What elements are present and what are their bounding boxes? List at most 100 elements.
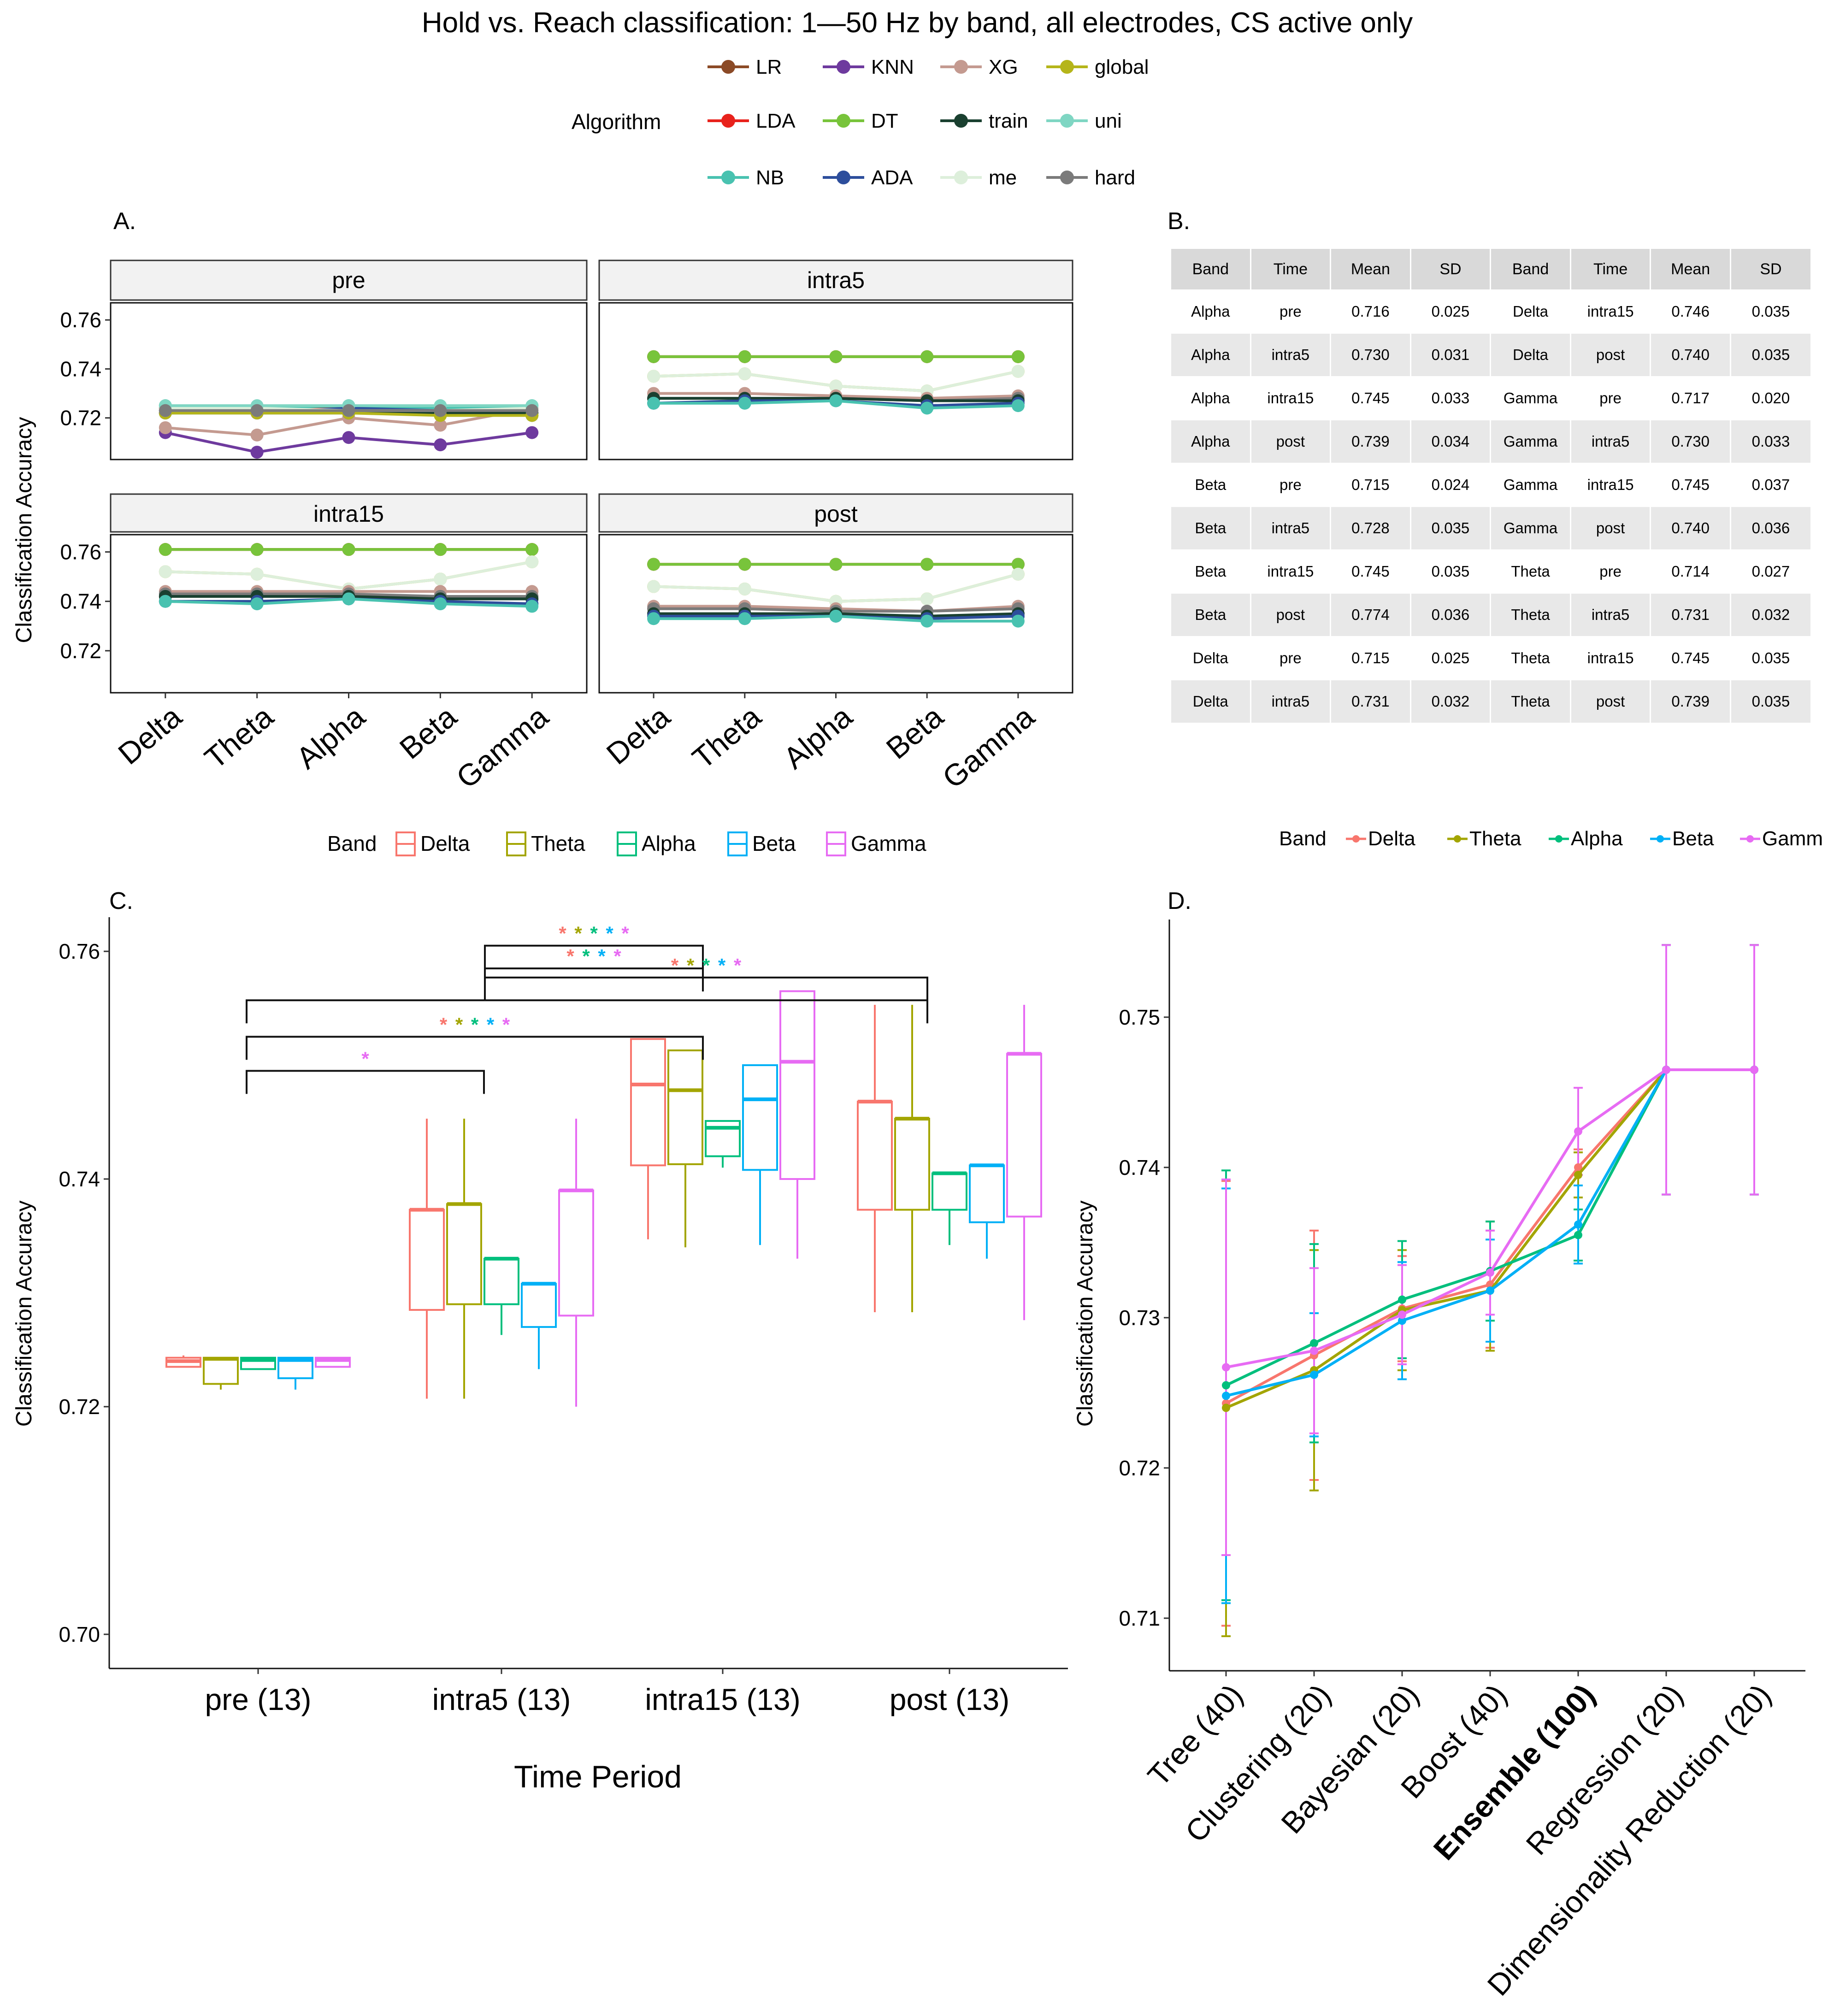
significance-star-beta: * — [598, 945, 606, 967]
table-cell: Beta — [1170, 593, 1251, 637]
table-cell: intra5 — [1250, 506, 1331, 550]
significance-star-theta: * — [574, 923, 582, 944]
legend-label-xg: XG — [989, 56, 1018, 78]
data-point-pre-xg — [250, 428, 264, 442]
significance-star-gamma: * — [502, 1014, 510, 1035]
significance-star-delta: * — [566, 945, 574, 967]
panel-d-legend-label-theta: Theta — [1469, 827, 1521, 850]
data-point-pre-hard — [525, 404, 539, 417]
data-point-pre-hard — [159, 404, 172, 417]
data-point-beta — [1310, 1370, 1318, 1379]
panel-d-y-tick-label: 0.73 — [1119, 1306, 1160, 1330]
significance-star-gamma: * — [613, 945, 621, 967]
table-cell: 0.745 — [1330, 376, 1411, 420]
panel-d-y-tick-label: 0.72 — [1119, 1456, 1160, 1480]
data-point-beta — [1486, 1286, 1494, 1295]
data-point-post-nb — [829, 609, 843, 623]
panel-d-legend-point-gamma — [1746, 835, 1754, 843]
data-point-intra5-dt — [1011, 350, 1025, 363]
table-cell: Alpha — [1170, 376, 1251, 420]
significance-star-gamma: * — [361, 1048, 369, 1069]
table-cell: 0.035 — [1729, 636, 1810, 680]
panel-d-y-tick-label: 0.74 — [1119, 1155, 1160, 1179]
significance-star-alpha: * — [582, 945, 590, 967]
table-cell: 0.034 — [1409, 419, 1491, 463]
panel-d-legend-point-delta — [1352, 835, 1360, 843]
y-tick-label-intra15: 0.76 — [60, 540, 101, 564]
table-cell: intra5 — [1250, 333, 1331, 377]
box-post-13-delta — [857, 1101, 893, 1211]
data-point-intra15-dt — [525, 543, 539, 556]
data-point-intra5-me — [647, 370, 660, 383]
data-point-gamma — [1222, 1363, 1230, 1372]
data-point-intra5-me — [1011, 365, 1025, 378]
panel-c-y-tick-label: 0.70 — [59, 1622, 100, 1646]
legend-key-point-me — [954, 171, 968, 184]
panel-a-ylabel: Classification Accuracy — [12, 417, 36, 643]
data-point-alpha — [1222, 1381, 1230, 1390]
table-cell: 0.033 — [1729, 419, 1810, 463]
table-row: Delta intra5 0.731 0.032 Theta post 0.739 0.035 — [1170, 679, 1810, 723]
table-cell: 0.730 — [1330, 333, 1411, 377]
box-intra15-13-theta — [667, 1049, 703, 1165]
panel-c-legend-title: Band — [327, 831, 377, 855]
data-point-beta — [1398, 1316, 1406, 1325]
box-intra15-13-gamma — [779, 990, 815, 1180]
table-header-cell: Band — [1490, 249, 1571, 290]
significance-bracket-2 — [484, 976, 928, 1001]
data-point-intra5-me — [829, 379, 843, 393]
table-cell: 0.032 — [1409, 679, 1491, 723]
legend-label-global: global — [1095, 56, 1149, 78]
table-row: Delta pre 0.715 0.025 Theta intra15 0.745 0.035 — [1170, 636, 1810, 680]
data-point-post-nb — [647, 612, 660, 625]
data-point-post-me — [920, 592, 934, 606]
panel-d-legend-label-delta: Delta — [1368, 827, 1415, 850]
data-point-pre-xg — [434, 419, 447, 432]
figure-title: Hold vs. Reach classification: 1—50 Hz b… — [422, 7, 1413, 39]
data-point-gamma — [1310, 1346, 1318, 1355]
y-tick-label-pre: 0.76 — [60, 308, 101, 332]
table-cell: post — [1569, 679, 1651, 723]
data-point-post-me — [647, 580, 660, 593]
table-row: Beta post 0.774 0.036 Theta intra5 0.731 0.032 — [1170, 593, 1810, 637]
significance-bracket-4 — [246, 1036, 704, 1060]
table-cell: Gamma — [1490, 419, 1571, 463]
legend-label-knn: KNN — [871, 56, 914, 78]
data-point-intra15-dt — [250, 543, 264, 556]
data-point-alpha — [1310, 1339, 1318, 1348]
box-intra5-13-gamma — [558, 1189, 594, 1317]
table-header-cell: Time — [1569, 249, 1651, 290]
table-cell: 0.715 — [1330, 636, 1411, 680]
box-intra5-13-alpha — [484, 1257, 519, 1305]
table-cell: intra15 — [1250, 549, 1331, 593]
data-point-gamma — [1574, 1127, 1582, 1136]
box-intra5-13-delta — [409, 1208, 445, 1311]
legend-label-me: me — [989, 166, 1017, 189]
data-point-post-nb — [920, 614, 934, 628]
facet-panel-intra15 — [110, 534, 588, 694]
panel-c-x-tick-label: intra15 (13) — [645, 1682, 801, 1716]
legend-label-uni: uni — [1095, 110, 1122, 132]
panel-d-y-tick-label: 0.71 — [1119, 1606, 1160, 1630]
significance-star-alpha: * — [471, 1014, 479, 1035]
data-point-intra15-nb — [250, 597, 264, 611]
table-cell: Theta — [1490, 679, 1571, 723]
table-cell: Gamma — [1490, 376, 1571, 420]
table-cell: 0.714 — [1650, 549, 1731, 593]
significance-star-theta: * — [455, 1014, 463, 1035]
panel-c-legend-label-alpha: Alpha — [642, 831, 696, 855]
table-cell: intra15 — [1569, 463, 1651, 507]
data-point-intra15-dt — [434, 543, 447, 556]
panel-c-y-tick-label: 0.74 — [59, 1167, 100, 1191]
table-cell: intra5 — [1250, 679, 1331, 723]
data-point-post-dt — [738, 558, 751, 571]
box-post-13-alpha — [932, 1172, 967, 1211]
data-point-theta — [1222, 1403, 1230, 1412]
significance-bracket-0 — [484, 944, 704, 969]
panel-c-legend-label-delta: Delta — [420, 831, 470, 855]
table-cell: 0.027 — [1729, 549, 1810, 593]
table-row: Alpha post 0.739 0.034 Gamma intra5 0.730 0.033 — [1170, 419, 1810, 463]
significance-star-alpha: * — [590, 923, 598, 944]
table-cell: 0.036 — [1409, 593, 1491, 637]
table-cell: Beta — [1170, 463, 1251, 507]
